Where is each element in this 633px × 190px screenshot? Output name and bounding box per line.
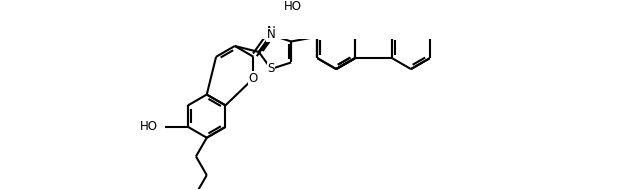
Text: N: N — [266, 28, 275, 41]
Text: N: N — [267, 25, 276, 38]
Text: S: S — [267, 63, 275, 75]
Text: HO: HO — [139, 120, 158, 133]
Text: HO: HO — [284, 0, 302, 13]
Text: O: O — [249, 72, 258, 85]
